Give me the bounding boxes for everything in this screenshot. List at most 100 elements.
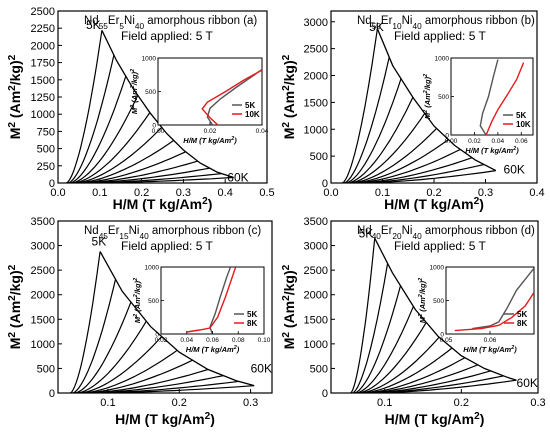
panel-subtitle: Field applied: 5 T: [394, 239, 487, 253]
inset-y-tick-label: 1000: [145, 265, 160, 272]
x-tick-label: 0.3: [530, 397, 545, 409]
text-part: H/M: [463, 345, 478, 354]
text-part: ): [480, 411, 485, 427]
y-tick-label: 2000: [304, 290, 328, 302]
text-part: M: [281, 338, 297, 350]
inset-y-tick-label: 1000: [142, 56, 157, 63]
inset-legend-label: 8K: [247, 319, 257, 328]
x-tick-label: 0.0: [323, 187, 338, 199]
x-tick-label: 0.3: [243, 397, 258, 409]
text-part: (Am: [281, 91, 297, 122]
x-tick-label: 0.2: [454, 397, 469, 409]
inset-legend-label: 8K: [517, 319, 527, 328]
text-part: 10: [392, 22, 402, 31]
inset-series-8K: [454, 292, 534, 332]
inset-series-5K: [479, 59, 499, 135]
inset-x-tick-label: 0.10: [258, 337, 271, 344]
isotherm-line: [358, 321, 427, 393]
text-part: (T kg/Am: [410, 196, 474, 212]
panel-label: (a): [243, 15, 257, 27]
y-tick-label: 2500: [304, 44, 328, 56]
x-axis-label: H/M (T kg/Am2): [385, 411, 485, 428]
axes-frame: [330, 220, 539, 394]
text-part: M: [7, 128, 23, 140]
panel-label: (c): [248, 225, 262, 237]
envelope-line: [376, 28, 497, 172]
inset-x-tick-label: 0.08: [232, 337, 245, 344]
inset-x-tick-label: 0.02: [468, 138, 481, 145]
text-part: 2: [423, 74, 429, 78]
text-part: 2: [423, 110, 429, 114]
y-axis-label: M2 (Am2/kg)2: [7, 264, 24, 349]
isotherm-line: [77, 320, 147, 393]
text-part: M: [281, 128, 297, 140]
text-part: /kg): [423, 76, 432, 91]
text-part: Nd: [357, 225, 372, 237]
x-tick-label: 0.5: [259, 187, 274, 199]
envelope-line: [101, 30, 234, 179]
y-tick-label: 2500: [304, 265, 328, 277]
inset-x-tick-label: 0.00: [445, 138, 458, 145]
inset-x-axis-label: H/M (T kg/Am2): [465, 146, 519, 155]
text-part: (T kg/Am: [477, 345, 511, 354]
text-part: 2: [133, 278, 139, 282]
y-tick-label: 500: [310, 151, 328, 163]
y-tick-label: 2000: [31, 40, 55, 52]
y-tick-label: 1000: [304, 124, 328, 136]
y-tick-label: 1500: [304, 314, 328, 326]
text-part: 40: [412, 232, 422, 241]
inset-legend-label: 5K: [247, 310, 257, 319]
text-part: 2: [133, 314, 139, 318]
panel-c: 0.1 0.2 0.30500100015002000250030003500Nd4…: [7, 216, 273, 427]
text-part: 2: [130, 69, 136, 73]
text-part: (T kg/Am: [138, 196, 202, 212]
y-tick-label: 2500: [31, 6, 55, 18]
text-part: 40: [139, 232, 149, 241]
inset-y-tick-label: 500: [433, 298, 444, 305]
inset-series-10K: [485, 62, 525, 135]
x-tick-label: 0.1: [100, 397, 115, 409]
text-part: (Am: [7, 91, 23, 122]
y-tick-label: 3000: [31, 241, 55, 253]
inset-series-group: [201, 68, 262, 125]
axes-frame: [57, 220, 273, 394]
text-part: /kg): [133, 280, 142, 295]
y-tick-label: 2250: [31, 23, 55, 35]
isotherm-line: [78, 151, 186, 183]
panel-title: Nd40Er20Ni40 amorphous ribbon (d): [357, 225, 535, 241]
isotherm-line: [69, 76, 127, 183]
annotation-label: 60K: [504, 162, 525, 176]
text-part: (T kg/Am: [479, 146, 513, 155]
x-tick-label: 0.1: [92, 187, 107, 199]
inset-x-tick-label: 0.05: [440, 337, 453, 344]
text-part: /kg): [281, 60, 297, 85]
text-part: H/M: [115, 411, 141, 427]
annotation-label: 60K: [517, 376, 538, 390]
isotherm-line: [74, 301, 132, 393]
text-part: /kg): [7, 270, 23, 295]
text-part: (T kg/Am: [197, 136, 231, 145]
text-part: M: [133, 316, 142, 323]
text-part: Ni: [124, 15, 135, 27]
text-part: /kg): [7, 60, 23, 85]
isotherm-line: [343, 57, 390, 183]
inset-y-tick-label: 0: [445, 133, 449, 140]
text-part: 2: [7, 332, 18, 338]
text-part: 2: [474, 411, 480, 422]
text-part: Er: [108, 15, 120, 27]
x-tick-label: 0.1: [375, 187, 390, 199]
text-part: Ni: [402, 15, 413, 27]
y-axis-label: M2 (Am2/kg)2: [281, 54, 298, 139]
isotherm-line: [350, 238, 376, 393]
panel-label: (d): [521, 225, 535, 237]
panel-title: Nd55Er5Ni40 amorphous ribbon (a): [84, 15, 257, 31]
isotherm-line: [364, 357, 466, 393]
y-tick-label: 1500: [31, 75, 55, 87]
x-tick-label: 0.3: [478, 187, 493, 199]
annotation-label: 60K: [251, 361, 272, 375]
isotherm-line: [66, 30, 103, 183]
text-part: H/M: [183, 136, 198, 145]
text-part: H/M: [385, 411, 411, 427]
x-axis-label: H/M (T kg/Am2): [384, 196, 484, 213]
